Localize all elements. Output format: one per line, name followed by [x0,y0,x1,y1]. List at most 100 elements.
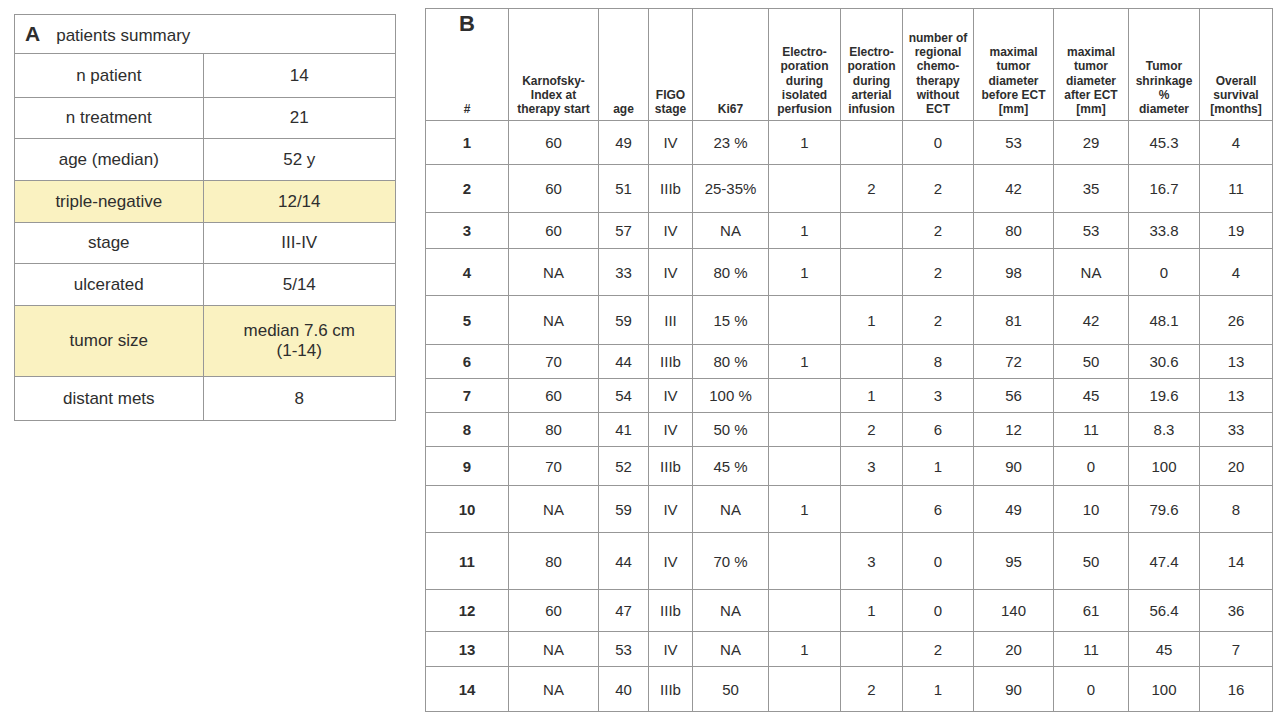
patient-number-cell: 3 [426,213,509,249]
patient-data-cell: 8 [1200,486,1273,533]
column-header: Ki67 [693,9,769,121]
patient-data-cell: 16 [1200,667,1273,712]
summary-row: n patient14 [15,54,396,98]
patient-data-cell: 50 [1054,533,1129,590]
panel-a-label: A [25,22,40,45]
patient-data-cell: 40 [599,667,649,712]
patient-number-cell: 6 [426,345,509,379]
patient-data-cell: 7 [1200,632,1273,667]
patient-data-cell: 25-35% [693,165,769,213]
patient-data-cell: 47.4 [1129,533,1200,590]
patient-data-cell: IIIb [649,345,693,379]
summary-label: stage [15,223,204,264]
patient-number-cell: 13 [426,632,509,667]
patient-row: 10NA59IVNA16491079.68 [426,486,1273,533]
patient-data-cell: 61 [1054,590,1129,632]
patient-number-cell: 8 [426,413,509,447]
patient-data-cell: 59 [599,296,649,345]
patient-data-cell: 60 [509,165,599,213]
patient-data-cell: 26 [1200,296,1273,345]
patient-data-cell: NA [1054,249,1129,296]
patient-data-cell [841,486,903,533]
patient-data-cell: 44 [599,533,649,590]
patient-data-cell: 1 [769,632,841,667]
patient-data-cell: 80 [974,213,1054,249]
patient-data-cell: 13 [1200,379,1273,413]
summary-row: triple-negative12/14 [15,181,396,223]
patient-data-cell: NA [509,296,599,345]
patient-data-cell: 95 [974,533,1054,590]
column-header: Karnofsky- Index at therapy start [509,9,599,121]
patient-data-cell: 80 [509,533,599,590]
patient-data-cell: IIIb [649,165,693,213]
summary-label: ulcerated [15,264,204,306]
patient-data-cell: 3 [903,379,974,413]
patient-number-cell: 2 [426,165,509,213]
patient-data-cell: IV [649,249,693,296]
patient-data-cell: 53 [1054,213,1129,249]
patient-data-cell: 98 [974,249,1054,296]
patient-data-cell: 140 [974,590,1054,632]
patient-number-cell: 4 [426,249,509,296]
patient-data-cell: 1 [903,667,974,712]
patient-data-cell [769,533,841,590]
patient-data-cell [769,165,841,213]
patient-data-cell: 56 [974,379,1054,413]
summary-value: 52 y [203,139,395,181]
patient-data-cell: 53 [974,121,1054,165]
patient-data-cell [841,632,903,667]
patient-data-table: B#Karnofsky- Index at therapy startageFI… [425,8,1273,712]
panel-b-label: B [426,13,508,35]
patient-data-cell: 90 [974,667,1054,712]
patient-data-cell: 0 [903,121,974,165]
column-header: FIGO stage [649,9,693,121]
patient-data-cell [769,413,841,447]
patient-data-cell: 35 [1054,165,1129,213]
summary-row: tumor sizemedian 7.6 cm (1-14) [15,306,396,377]
patient-data-cell: 42 [974,165,1054,213]
patient-data-cell: 100 % [693,379,769,413]
patient-data-cell: 70 [509,345,599,379]
patient-row: 14NA40IIIb502190010016 [426,667,1273,712]
column-header: Electro- poration during isolated perfus… [769,9,841,121]
patient-data-cell: 100 [1129,667,1200,712]
summary-label: distant mets [15,377,204,421]
summary-row: ulcerated5/14 [15,264,396,306]
patient-data-cell: NA [693,590,769,632]
summary-row: n treatment21 [15,98,396,139]
patient-data-cell: 45 [1054,379,1129,413]
panel-a-title-row: Apatients summary [15,15,396,54]
patient-data-cell: 57 [599,213,649,249]
patient-data-cell: 0 [903,533,974,590]
patient-data-cell: 11 [1054,632,1129,667]
patient-number-cell: 7 [426,379,509,413]
patient-data-cell: 4 [1200,121,1273,165]
summary-row: distant mets8 [15,377,396,421]
patient-data-cell: 42 [1054,296,1129,345]
patient-row: 67044IIIb80 %18725030.613 [426,345,1273,379]
patient-number-cell: 14 [426,667,509,712]
patient-data-cell: 0 [1129,249,1200,296]
patient-data-cell: IV [649,486,693,533]
patient-data-cell: 1 [769,213,841,249]
patient-data-cell: 13 [1200,345,1273,379]
patient-data-cell: 2 [841,165,903,213]
patient-data-cell: 2 [903,165,974,213]
patient-data-cell: 1 [841,379,903,413]
patient-data-cell: 70 [509,447,599,486]
patient-data-cell: 4 [1200,249,1273,296]
patient-data-cell: IV [649,632,693,667]
patient-data-cell: 50 [693,667,769,712]
patient-data-cell: 30.6 [1129,345,1200,379]
column-header: maximal tumor diameter before ECT [mm] [974,9,1054,121]
patient-data-cell: 33.8 [1129,213,1200,249]
patient-data-cell: 1 [769,486,841,533]
patient-data-cell: NA [509,632,599,667]
patient-data-cell: 2 [903,296,974,345]
patient-data-cell: 10 [1054,486,1129,533]
patient-data-cell: IIIb [649,590,693,632]
patient-data-cell: 49 [974,486,1054,533]
patient-row: 13NA53IVNA122011457 [426,632,1273,667]
patient-data-cell: 80 [509,413,599,447]
patient-data-cell [769,296,841,345]
